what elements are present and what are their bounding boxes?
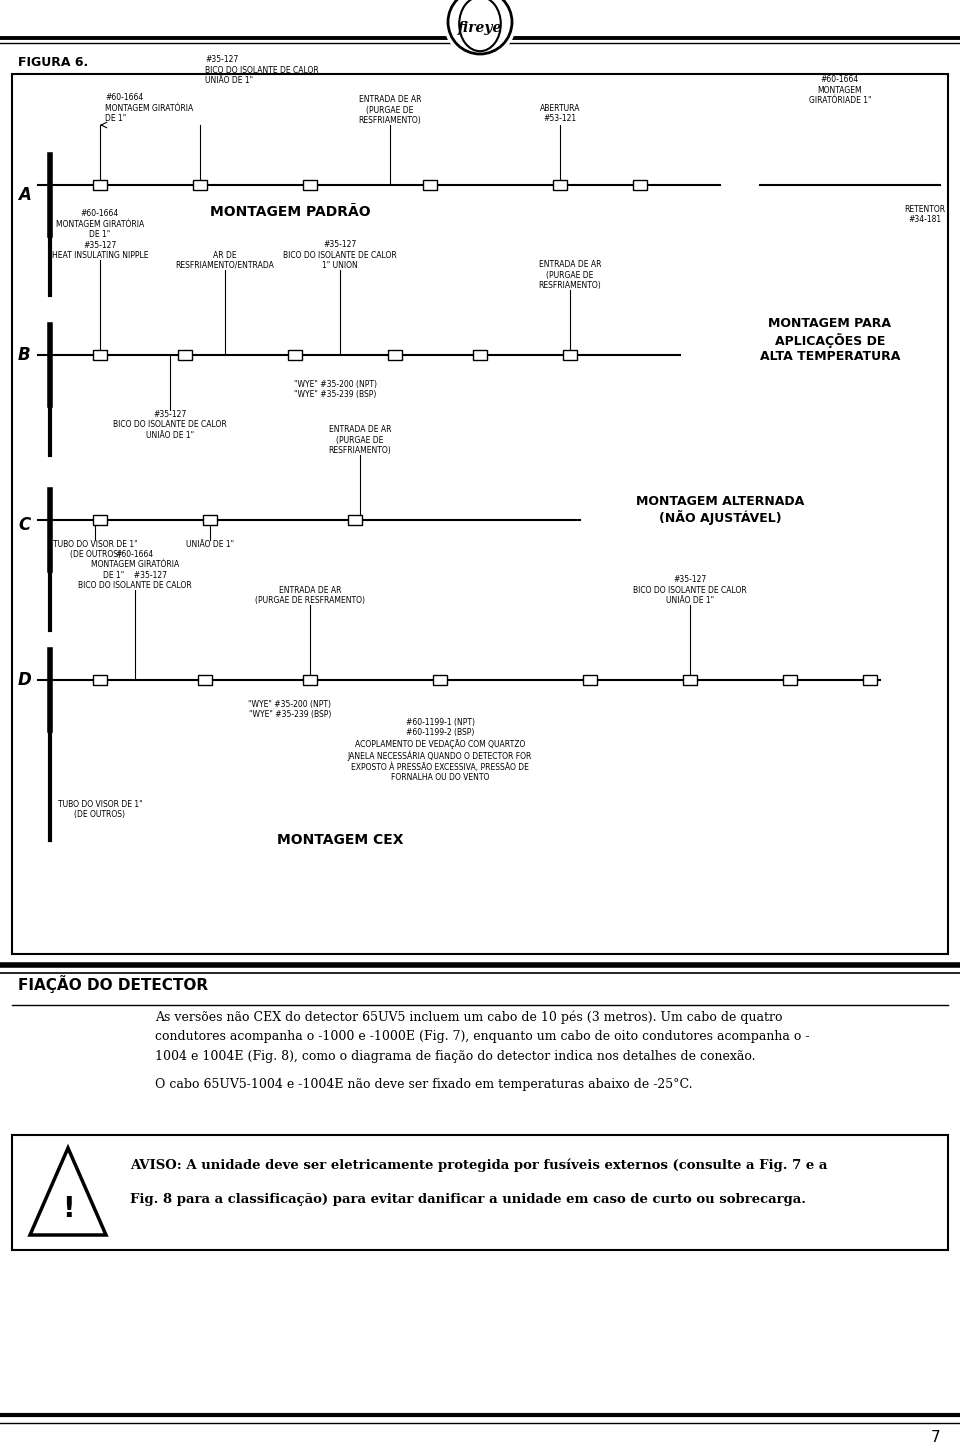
Text: A: A [18,186,31,205]
Bar [783,675,797,685]
Bar [12,1135,948,1249]
Bar [193,180,207,190]
Text: "WYE" #35-200 (NPT)
"WYE" #35-239 (BSP): "WYE" #35-200 (NPT) "WYE" #35-239 (BSP) [249,699,331,720]
Bar [93,350,107,360]
Bar [563,350,577,360]
Text: O cabo 65UV5-1004 e -1004E não deve ser fixado em temperaturas abaixo de -25°C.: O cabo 65UV5-1004 e -1004E não deve ser … [155,1078,692,1091]
Text: Fig. 8 para a classificação) para evitar danificar a unidade em caso de curto ou: Fig. 8 para a classificação) para evitar… [130,1193,806,1206]
Bar [203,515,217,525]
Text: #35-127
BICO DO ISOLANTE DE CALOR
1" UNION: #35-127 BICO DO ISOLANTE DE CALOR 1" UNI… [283,241,396,270]
Text: #60-1664
MONTAGEM GIRATÓRIA
DE 1"    #35-127
BICO DO ISOLANTE DE CALOR: #60-1664 MONTAGEM GIRATÓRIA DE 1" #35-12… [78,550,192,591]
Text: #35-127
BICO DO ISOLANTE DE CALOR
UNIÃO DE 1": #35-127 BICO DO ISOLANTE DE CALOR UNIÃO … [205,55,319,86]
Polygon shape [30,1148,106,1235]
Bar [863,675,877,685]
Bar [93,515,107,525]
Text: MONTAGEM PADRÃO: MONTAGEM PADRÃO [210,205,371,219]
Bar [12,74,948,953]
Text: #35-127
BICO DO ISOLANTE DE CALOR
UNIÃO DE 1": #35-127 BICO DO ISOLANTE DE CALOR UNIÃO … [113,411,227,440]
Text: MONTAGEM PARA
APLICAÇÕES DE
ALTA TEMPERATURA: MONTAGEM PARA APLICAÇÕES DE ALTA TEMPERA… [759,318,900,363]
Text: FIAÇÃO DO DETECTOR: FIAÇÃO DO DETECTOR [18,975,208,992]
Text: 1004 e 1004E (Fig. 8), como o diagrama de fiação do detector indica nos detalhes: 1004 e 1004E (Fig. 8), como o diagrama d… [155,1051,756,1064]
Bar [553,180,567,190]
Text: AR DE
RESFRIAMENTO/ENTRADA: AR DE RESFRIAMENTO/ENTRADA [176,251,275,270]
Bar [423,180,437,190]
Circle shape [444,0,516,58]
Text: MONTAGEM ALTERNADA
(NÃO AJUSTÁVEL): MONTAGEM ALTERNADA (NÃO AJUSTÁVEL) [636,495,804,525]
Bar [198,675,212,685]
Text: #60-1664
MONTAGEM GIRATÓRIA
DE 1": #60-1664 MONTAGEM GIRATÓRIA DE 1" [105,93,193,123]
Text: MONTAGEM CEX: MONTAGEM CEX [276,833,403,847]
Text: TUBO DO VISOR DE 1"
(DE OUTROS): TUBO DO VISOR DE 1" (DE OUTROS) [53,540,137,560]
Text: RETENTOR
#34-181: RETENTOR #34-181 [904,205,946,225]
Bar [348,515,362,525]
Text: ENTRADA DE AR
(PURGAE DE
RESFRIAMENTO): ENTRADA DE AR (PURGAE DE RESFRIAMENTO) [359,96,421,125]
Text: UNIÃO DE 1": UNIÃO DE 1" [186,540,234,548]
Bar [178,350,192,360]
Text: ENTRADA DE AR
(PURGAE DE RESFRAMENTO): ENTRADA DE AR (PURGAE DE RESFRAMENTO) [255,586,365,605]
Text: ENTRADA DE AR
(PURGAE DE
RESFRIAMENTO): ENTRADA DE AR (PURGAE DE RESFRIAMENTO) [328,425,392,456]
Bar [388,350,402,360]
Text: ABERTURA
#53-121: ABERTURA #53-121 [540,103,580,123]
Text: #60-1664
MONTAGEM
GIRATÓRIADE 1": #60-1664 MONTAGEM GIRATÓRIADE 1" [808,75,872,104]
Text: FIGURA 6.: FIGURA 6. [18,57,88,70]
Bar [473,350,487,360]
Bar [303,180,317,190]
Bar [93,675,107,685]
Text: #35-127
BICO DO ISOLANTE DE CALOR
UNIÃO DE 1": #35-127 BICO DO ISOLANTE DE CALOR UNIÃO … [634,575,747,605]
Text: #60-1199-1 (NPT)
#60-1199-2 (BSP)
ACOPLAMENTO DE VEDAÇÃO COM QUARTZO
JANELA NECE: #60-1199-1 (NPT) #60-1199-2 (BSP) ACOPLA… [348,718,532,782]
Bar [683,675,697,685]
Text: TUBO DO VISOR DE 1"
(DE OUTROS): TUBO DO VISOR DE 1" (DE OUTROS) [58,800,142,820]
Bar [583,675,597,685]
Text: D: D [18,670,32,689]
Bar [303,675,317,685]
Text: B: B [18,345,31,364]
Bar [93,180,107,190]
Text: "WYE" #35-200 (NPT)
"WYE" #35-239 (BSP): "WYE" #35-200 (NPT) "WYE" #35-239 (BSP) [294,380,376,399]
Text: fireye: fireye [458,20,502,35]
Text: condutores acompanha o -1000 e -1000E (Fig. 7), enquanto um cabo de oito conduto: condutores acompanha o -1000 e -1000E (F… [155,1030,809,1043]
Text: AVISO: A unidade deve ser eletricamente protegida por fusíveis externos (consult: AVISO: A unidade deve ser eletricamente … [130,1158,828,1171]
Bar [633,180,647,190]
Text: As versões não CEX do detector 65UV5 incluem um cabo de 10 pés (3 metros). Um ca: As versões não CEX do detector 65UV5 inc… [155,1010,782,1023]
Bar [288,350,302,360]
Bar [433,675,447,685]
Text: C: C [18,517,31,534]
Text: #60-1664
MONTAGEM GIRATÓRIA
DE 1"
#35-127
HEAT INSULATING NIPPLE: #60-1664 MONTAGEM GIRATÓRIA DE 1" #35-12… [52,209,148,260]
Text: !: ! [61,1196,74,1223]
Text: ENTRADA DE AR
(PURGAE DE
RESFRIAMENTO): ENTRADA DE AR (PURGAE DE RESFRIAMENTO) [539,260,601,290]
Text: 7: 7 [930,1431,940,1445]
